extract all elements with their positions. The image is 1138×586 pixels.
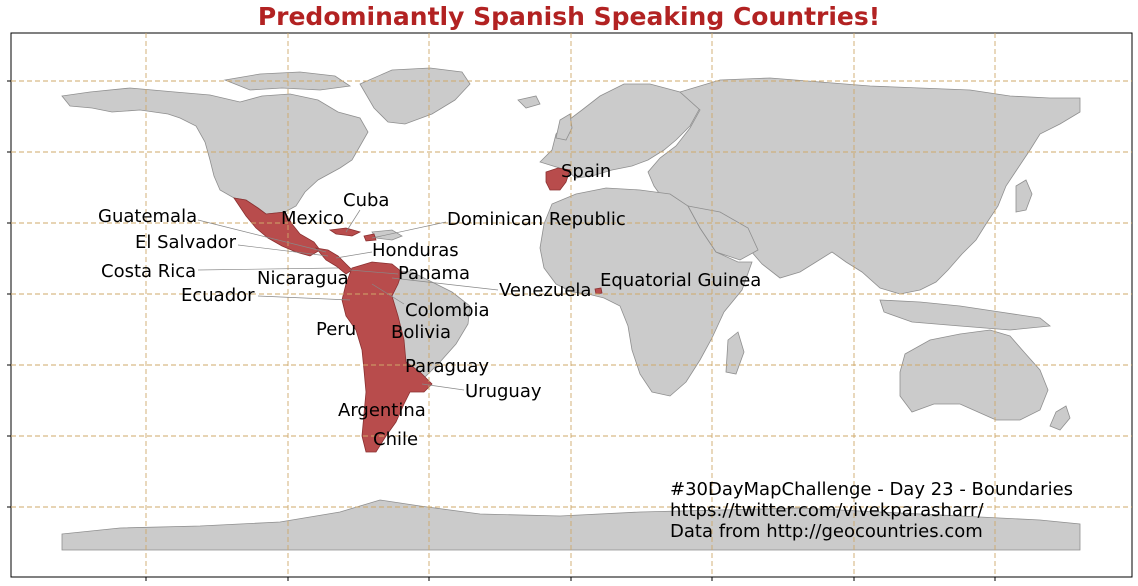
map-title: Predominantly Spanish Speaking Countries… bbox=[257, 2, 881, 31]
land-british-isles bbox=[555, 113, 573, 141]
land-africa bbox=[539, 187, 753, 397]
label-leader-lines bbox=[197, 209, 499, 391]
region-mexico bbox=[233, 197, 321, 257]
axis-ticks bbox=[7, 80, 996, 581]
land-japan bbox=[1015, 179, 1033, 213]
region-andean-south-america bbox=[341, 261, 433, 453]
label-paraguay: Paraguay bbox=[405, 356, 489, 377]
label-honduras: Honduras bbox=[372, 240, 459, 261]
land-southeast-asia bbox=[879, 299, 1052, 331]
region-dominican-republic bbox=[363, 233, 377, 242]
label-equatorial-guinea: Equatorial Guinea bbox=[600, 270, 761, 291]
region-equatorial-guinea bbox=[594, 287, 603, 295]
land-new-zealand bbox=[1049, 405, 1071, 431]
land-greenland bbox=[359, 67, 471, 125]
land-madagascar bbox=[725, 331, 745, 375]
label-bolivia: Bolivia bbox=[391, 322, 451, 343]
region-spain bbox=[545, 167, 571, 191]
label-costa-rica: Costa Rica bbox=[101, 261, 196, 282]
land-arabia bbox=[687, 205, 759, 261]
label-peru: Peru bbox=[316, 319, 356, 340]
label-nicaragua: Nicaragua bbox=[257, 268, 349, 289]
land-iceland bbox=[517, 95, 541, 109]
credits-data-source: Data from http://geocountries.com bbox=[670, 521, 983, 542]
label-guatemala: Guatemala bbox=[98, 206, 197, 227]
credits-block: #30DayMapChallenge - Day 23 - Boundaries… bbox=[670, 479, 1073, 542]
graticule bbox=[11, 33, 1132, 577]
label-spain: Spain bbox=[561, 161, 611, 182]
spanish-speaking-countries bbox=[233, 167, 603, 453]
label-ecuador: Ecuador bbox=[181, 285, 255, 306]
label-panama: Panama bbox=[398, 263, 470, 284]
label-el-salvador: El Salvador bbox=[135, 232, 237, 253]
label-dominican-republic: Dominican Republic bbox=[447, 209, 626, 230]
label-chile: Chile bbox=[373, 429, 418, 450]
label-colombia: Colombia bbox=[405, 300, 490, 321]
country-labels: Spain Cuba Guatemala Mexico Dominican Re… bbox=[98, 161, 761, 450]
label-cuba: Cuba bbox=[343, 190, 389, 211]
region-cuba bbox=[328, 227, 362, 237]
land-australia bbox=[899, 329, 1049, 421]
label-mexico: Mexico bbox=[281, 208, 344, 229]
label-uruguay: Uruguay bbox=[465, 381, 542, 402]
label-venezuela: Venezuela bbox=[499, 280, 591, 301]
credits-challenge: #30DayMapChallenge - Day 23 - Boundaries bbox=[670, 479, 1074, 500]
credits-twitter-link[interactable]: https://twitter.com/vivekparasharr/ bbox=[670, 500, 984, 521]
land-north-america bbox=[61, 87, 369, 215]
label-argentina: Argentina bbox=[338, 400, 426, 421]
